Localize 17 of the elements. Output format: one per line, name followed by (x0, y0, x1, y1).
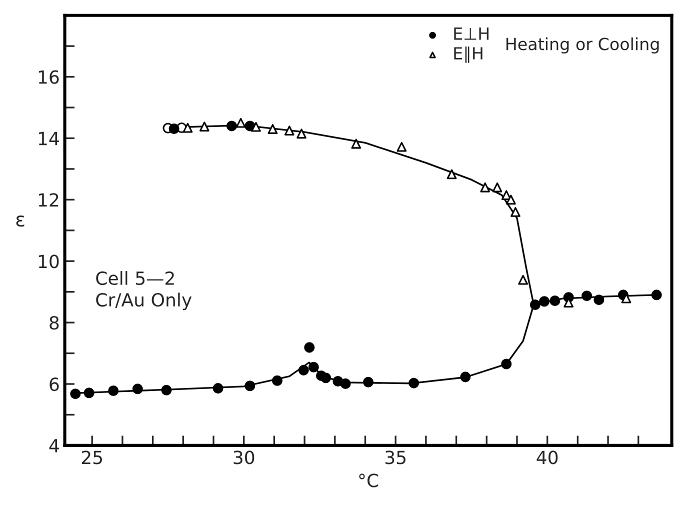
x-tick-label: 35 (385, 450, 406, 464)
x-tick-label: 25 (82, 450, 102, 464)
y-tick-label: 6 (50, 377, 59, 392)
x-tick-label: 40 (536, 450, 558, 464)
annotation: Heating or Cooling (506, 37, 659, 54)
y-tick-label: 8 (50, 316, 59, 330)
x-tick-label: 30 (234, 450, 254, 464)
y-tick-label: 16 (38, 70, 59, 84)
y-tick-label: 14 (38, 132, 59, 146)
y-axis-title: ε (16, 215, 24, 227)
annotation: Cell 5—2 Cr/Au Only (96, 271, 192, 310)
legend-label: E∥H (454, 46, 482, 63)
x-axis-title: °C (359, 474, 378, 488)
y-tick-label: 12 (38, 193, 58, 207)
legend-label: E⊥H (454, 28, 489, 40)
y-tick-label: 10 (38, 254, 59, 268)
y-tick-label: 4 (49, 439, 59, 452)
